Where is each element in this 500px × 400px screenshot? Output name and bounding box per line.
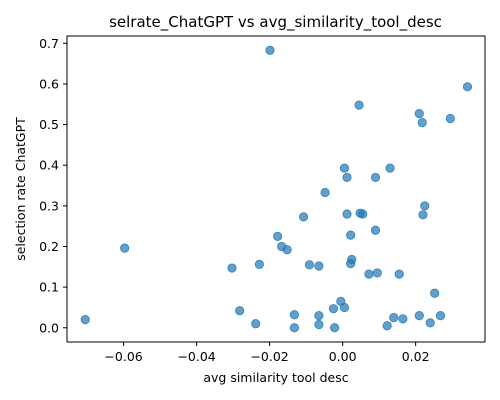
y-axis-ticks: 0.0 0.1 0.2 0.3 0.4 0.5 0.6 0.7	[39, 36, 67, 335]
data-point	[329, 304, 337, 312]
chart-title: selrate_ChatGPT vs avg_similarity_tool_d…	[109, 13, 442, 32]
data-point	[348, 255, 356, 263]
y-tick-label: 0.4	[39, 158, 59, 173]
data-point	[315, 311, 323, 319]
data-point	[235, 307, 243, 315]
data-point	[390, 313, 398, 321]
data-point	[283, 246, 291, 254]
data-point	[359, 210, 367, 218]
data-points	[81, 46, 472, 332]
data-point	[365, 270, 373, 278]
data-point	[340, 164, 348, 172]
data-point	[373, 269, 381, 277]
data-point	[371, 173, 379, 181]
data-point	[290, 311, 298, 319]
data-point	[395, 270, 403, 278]
data-point	[346, 231, 354, 239]
data-point	[419, 211, 427, 219]
y-tick-label: 0.7	[39, 36, 59, 51]
y-tick-label: 0.0	[39, 320, 59, 335]
data-point	[252, 320, 260, 328]
data-point	[343, 173, 351, 181]
x-tick-label: 0.02	[402, 349, 430, 364]
data-point	[305, 261, 313, 269]
x-tick-label: −0.06	[104, 349, 142, 364]
data-point	[330, 324, 338, 332]
y-tick-label: 0.3	[39, 198, 59, 213]
data-point	[371, 226, 379, 234]
data-point	[418, 118, 426, 126]
y-tick-label: 0.5	[39, 117, 59, 132]
data-point	[255, 260, 263, 268]
data-point	[421, 202, 429, 210]
y-tick-label: 0.2	[39, 239, 59, 254]
x-axis-ticks: −0.06 −0.04 −0.02 0.00 0.02	[104, 342, 429, 364]
data-point	[355, 101, 363, 109]
x-tick-label: 0.00	[329, 349, 357, 364]
data-point	[446, 114, 454, 122]
y-tick-label: 0.6	[39, 76, 59, 91]
data-point	[426, 319, 434, 327]
data-point	[315, 320, 323, 328]
data-point	[266, 46, 274, 54]
data-point	[386, 164, 394, 172]
x-axis-label: avg similarity tool desc	[203, 370, 348, 385]
data-point	[415, 311, 423, 319]
data-point	[290, 324, 298, 332]
data-point	[463, 83, 471, 91]
y-tick-label: 0.1	[39, 280, 59, 295]
data-point	[436, 311, 444, 319]
data-point	[315, 262, 323, 270]
data-point	[228, 264, 236, 272]
data-point	[399, 315, 407, 323]
data-point	[383, 322, 391, 330]
data-point	[321, 188, 329, 196]
data-point	[273, 232, 281, 240]
data-point	[340, 303, 348, 311]
data-point	[430, 289, 438, 297]
x-tick-label: −0.02	[250, 349, 288, 364]
data-point	[415, 109, 423, 117]
data-point	[343, 210, 351, 218]
y-axis-label: selection rate ChatGPT	[13, 117, 28, 261]
data-point	[81, 315, 89, 323]
data-point	[299, 213, 307, 221]
plot-area-frame	[67, 36, 485, 342]
data-point	[120, 244, 128, 252]
x-tick-label: −0.04	[177, 349, 215, 364]
